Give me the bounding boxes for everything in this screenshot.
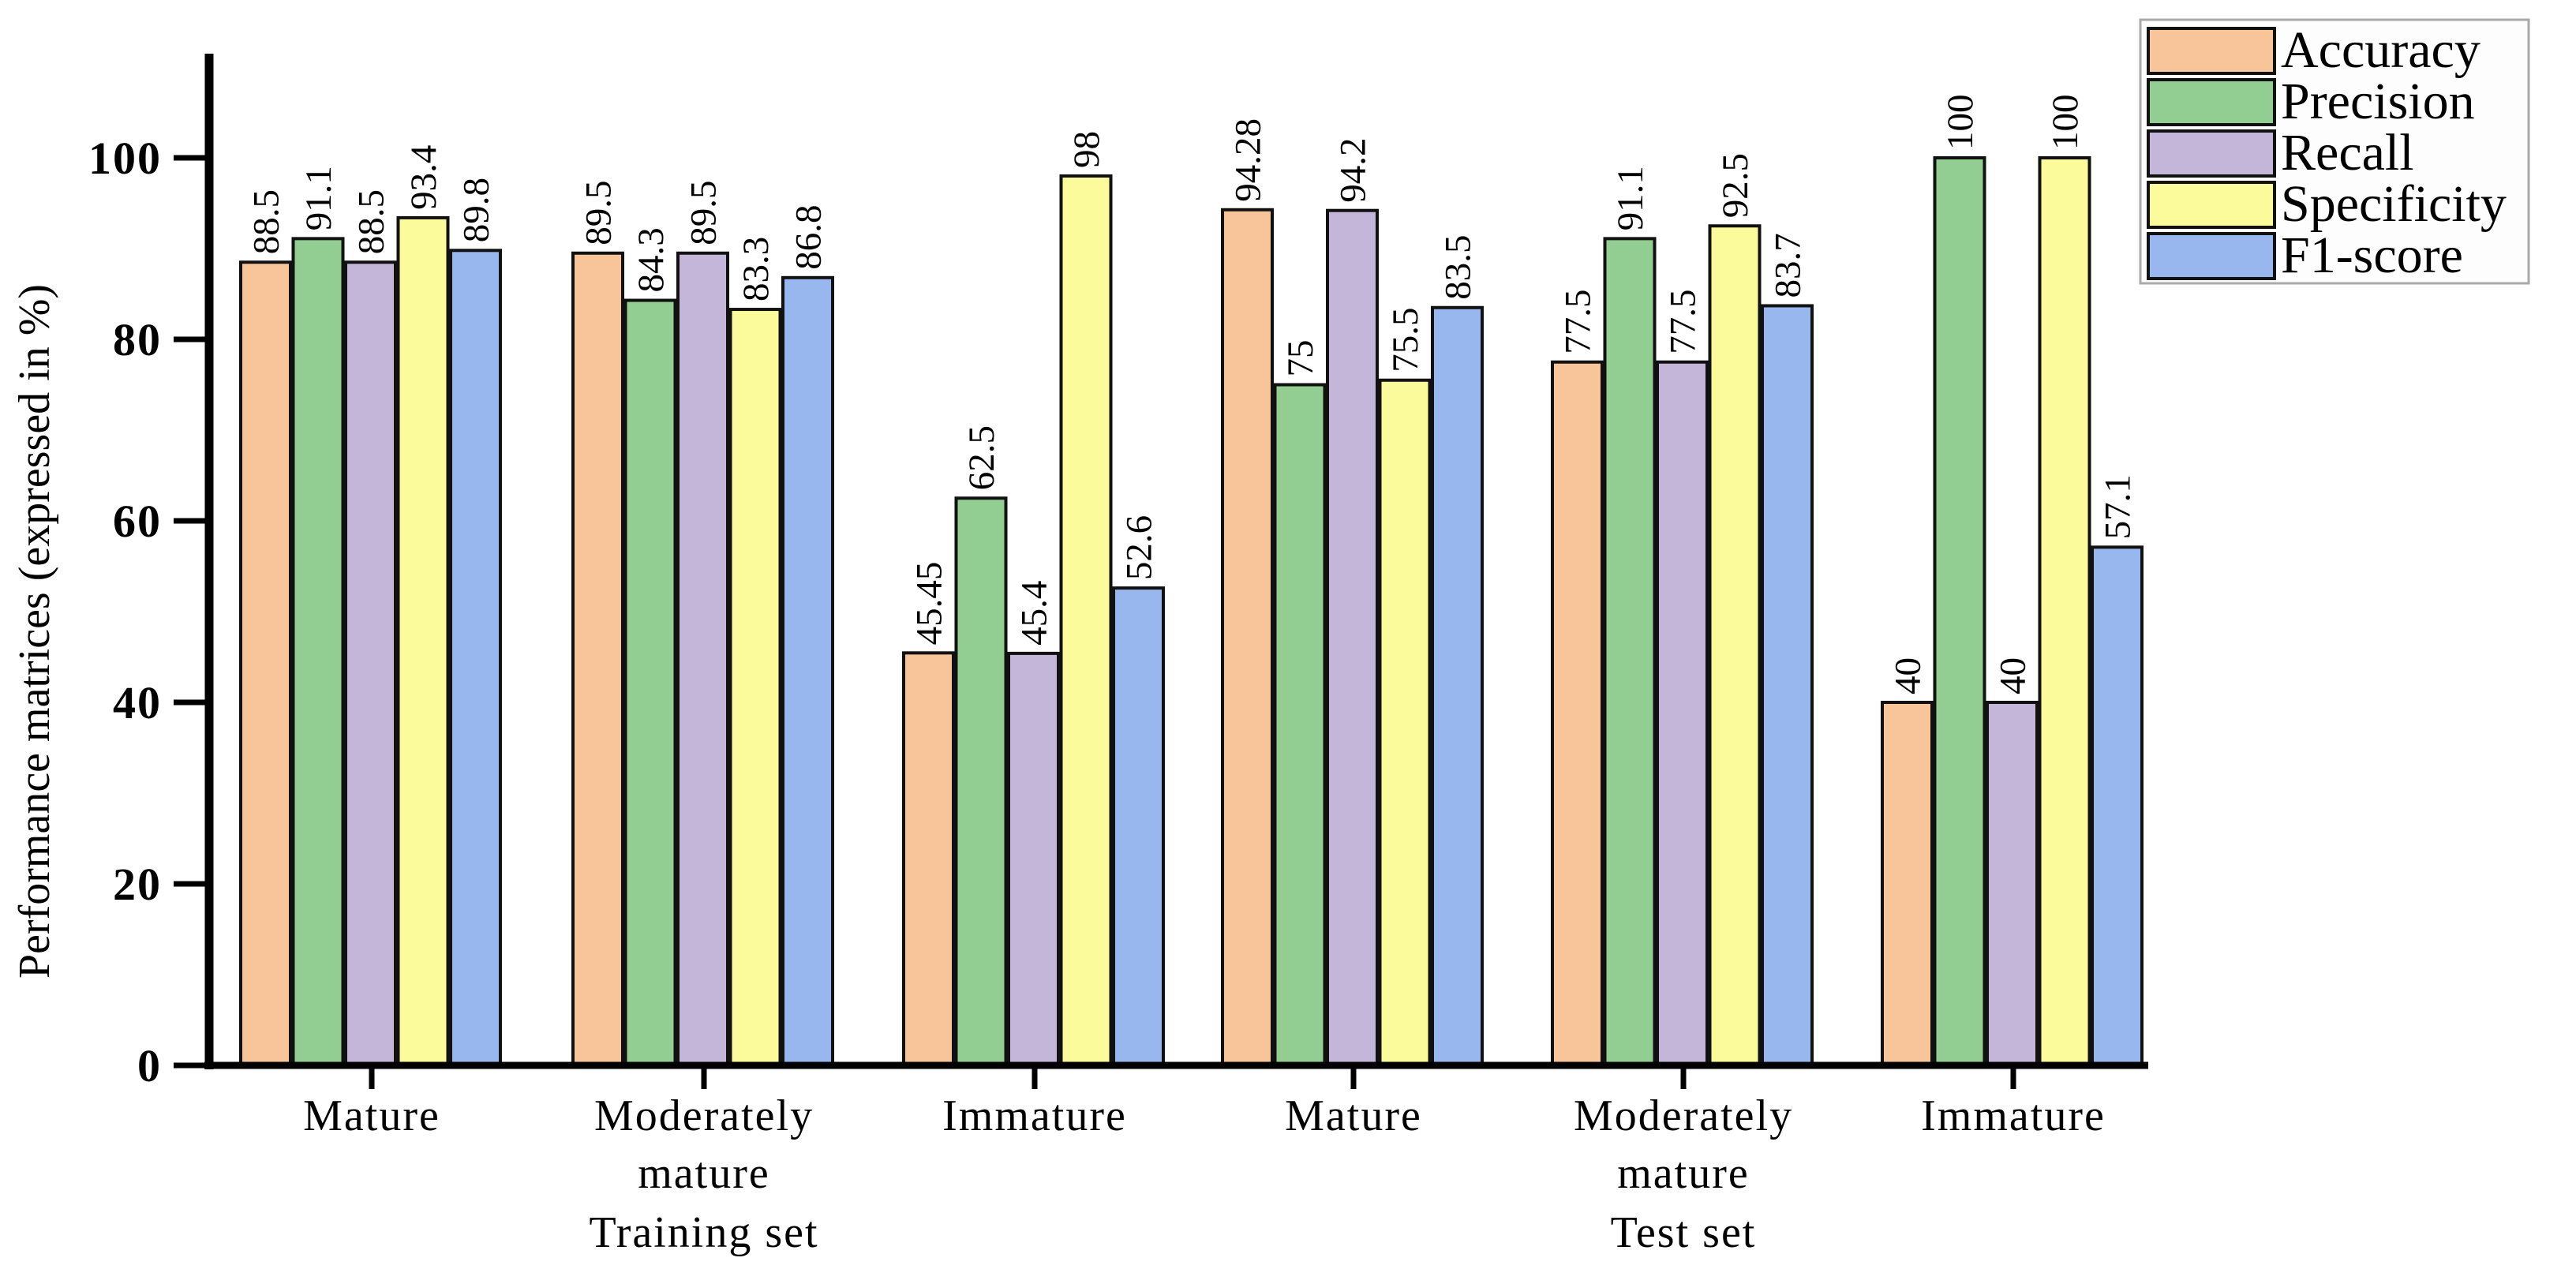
bar-f1-score-5 <box>2091 545 2144 1067</box>
bar-recall-4 <box>1656 360 1709 1067</box>
legend-swatch-accuracy <box>2147 27 2276 75</box>
bar-precision-0 <box>291 237 345 1068</box>
bars-layer: 88.5 89.5 45.45 94.28 77.5 40 91.1 84.3 62.5 75 91… <box>239 95 2144 1068</box>
legend-label-f1-score: F1-score <box>2281 226 2463 284</box>
legend-label-recall: Recall <box>2281 124 2414 182</box>
legend-label-precision: Precision <box>2281 73 2475 130</box>
bar-value-label: 84.3 <box>631 227 672 292</box>
bar-value-label: 91.1 <box>1610 166 1651 230</box>
bar-value-label: 40 <box>1993 657 2034 694</box>
x-category-label: Moderately mature <box>1574 1091 1793 1198</box>
bar-value-label: 75.5 <box>1385 308 1426 372</box>
bar-value-label: 83.3 <box>736 237 777 301</box>
bar-value-label: 77.5 <box>1663 290 1704 354</box>
bar-accuracy-4 <box>1551 360 1604 1067</box>
bar-value-label: 45.4 <box>1014 581 1055 646</box>
bar-f1-score-3 <box>1431 305 1484 1067</box>
axes-layer: 0 20 40 60 80 100 Performance matrices (expres… <box>10 54 2148 1257</box>
bar-value-label: 83.7 <box>1768 233 1809 298</box>
legend: AccuracyPrecisionRecallSpecificityF1-sco… <box>2139 18 2530 285</box>
y-tick-label: 40 <box>113 677 162 728</box>
bar-precision-3 <box>1273 383 1327 1067</box>
bar-f1-score-2 <box>1112 586 1165 1067</box>
y-tick-label: 0 <box>137 1040 162 1091</box>
bar-specificity-0 <box>396 215 450 1067</box>
y-tick-label: 60 <box>113 496 162 547</box>
bar-specificity-3 <box>1378 378 1432 1067</box>
bar-precision-1 <box>623 298 677 1067</box>
legend-swatch-f1-score <box>2147 232 2276 280</box>
section-label: Training set <box>589 1208 818 1257</box>
bar-accuracy-0 <box>239 260 292 1067</box>
legend-label-specificity: Specificity <box>2281 175 2507 233</box>
bar-recall-2 <box>1007 651 1060 1067</box>
bar-value-label: 45.45 <box>909 562 950 646</box>
x-category-label: Moderately mature <box>594 1091 814 1198</box>
bar-accuracy-5 <box>1881 701 1934 1067</box>
bar-value-label: 57.1 <box>2098 474 2139 539</box>
bar-value-label: 89.8 <box>456 178 497 242</box>
y-axis-title: Performance matrices (expressed in %) <box>10 284 59 979</box>
bar-value-label: 98 <box>1066 131 1107 168</box>
x-category-label: Mature <box>1285 1091 1422 1140</box>
y-tick-label: 80 <box>113 314 162 365</box>
bar-value-label: 100 <box>1940 95 1981 151</box>
x-category-label: Immature <box>942 1091 1127 1140</box>
bar-value-label: 83.5 <box>1438 235 1479 300</box>
bar-recall-0 <box>344 260 397 1067</box>
bar-value-label: 40 <box>1888 657 1929 694</box>
y-tick-label: 20 <box>113 859 162 910</box>
bar-value-label: 91.1 <box>298 166 339 230</box>
legend-swatch-precision <box>2147 78 2276 126</box>
bar-value-label: 92.5 <box>1715 153 1756 218</box>
bar-accuracy-1 <box>571 251 624 1067</box>
bar-specificity-5 <box>2038 156 2091 1067</box>
bar-value-label: 100 <box>2045 95 2086 151</box>
bar-recall-1 <box>676 251 729 1067</box>
bar-f1-score-1 <box>781 275 834 1067</box>
bar-value-label: 93.4 <box>403 145 444 210</box>
bar-recall-3 <box>1326 208 1379 1068</box>
bar-precision-4 <box>1603 237 1657 1068</box>
bar-value-label: 94.2 <box>1333 137 1374 202</box>
bar-specificity-1 <box>728 308 782 1067</box>
bar-accuracy-3 <box>1221 208 1274 1067</box>
bar-value-label: 89.5 <box>683 181 724 245</box>
bar-precision-5 <box>1933 156 1986 1067</box>
bar-f1-score-0 <box>449 249 502 1067</box>
bar-value-label: 52.6 <box>1119 515 1160 580</box>
bar-f1-score-4 <box>1761 304 1814 1067</box>
bar-specificity-4 <box>1708 224 1762 1067</box>
bar-value-label: 62.5 <box>961 425 1002 490</box>
bar-recall-5 <box>1986 701 2039 1067</box>
bar-value-label: 86.8 <box>788 205 829 270</box>
bar-value-label: 88.5 <box>351 189 392 254</box>
bar-value-label: 75 <box>1280 340 1321 377</box>
bar-value-label: 88.5 <box>246 189 287 254</box>
y-tick-label: 100 <box>88 133 162 184</box>
legend-swatch-specificity <box>2147 181 2276 229</box>
section-label: Test set <box>1611 1208 1757 1257</box>
bar-value-label: 94.28 <box>1228 118 1269 202</box>
x-category-label: Mature <box>303 1091 440 1140</box>
legend-label-accuracy: Accuracy <box>2281 21 2481 79</box>
bar-value-label: 89.5 <box>578 181 620 245</box>
bar-accuracy-2 <box>902 651 955 1067</box>
legend-swatch-recall <box>2147 129 2276 178</box>
x-category-label: Immature <box>1921 1091 2106 1140</box>
bar-precision-2 <box>954 496 1008 1067</box>
bar-specificity-2 <box>1059 174 1113 1067</box>
bar-value-label: 77.5 <box>1558 290 1599 354</box>
